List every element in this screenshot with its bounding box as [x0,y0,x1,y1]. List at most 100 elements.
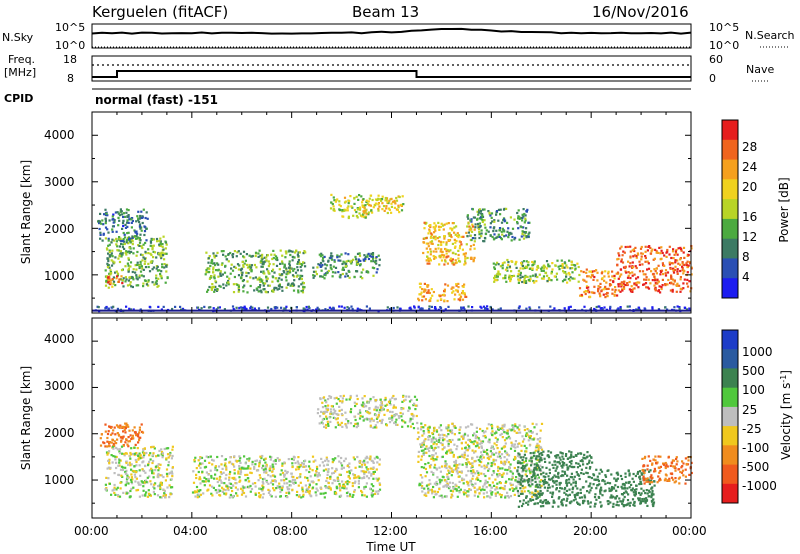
power-cell [666,248,669,252]
power-cell [209,264,212,268]
power-cell [259,280,262,283]
velocity-cell [286,470,289,474]
velocity-cell [258,465,261,468]
power-cell [613,290,617,293]
power-cell [324,308,327,311]
velocity-cell [524,459,527,462]
power-cell [398,195,401,199]
velocity-cell [514,457,517,460]
velocity-cell [430,446,434,449]
power-cell [561,280,565,283]
velocity-cell [476,455,479,458]
power-cell [273,271,276,274]
power-cell [427,232,430,235]
power-cell [467,231,470,234]
power-cell [670,256,673,260]
power-cell [341,210,344,213]
velocity-cell [124,472,127,475]
power-cell [160,308,163,311]
velocity-cell [441,496,444,499]
velocity-cell [361,415,364,418]
power-cell [690,273,693,276]
velocity-cell [109,466,112,469]
velocity-cell [431,492,434,495]
velocity-cell [139,474,142,477]
velocity-cell [443,495,447,498]
velocity-cell [494,459,498,462]
velocity-cell [467,425,470,428]
power-cell [566,266,569,269]
power-cell [460,243,463,246]
power-cell [383,209,386,212]
velocity-cell [207,473,210,476]
velocity-cell [223,492,226,495]
velocity-cell [207,477,210,481]
power-cell [531,268,534,271]
velocity-cell [424,463,427,466]
power-cell [567,271,570,275]
velocity-cell [357,486,360,489]
power-cell [424,288,427,291]
power-ytick-2000: 2000 [44,222,75,236]
velocity-cell [413,402,416,405]
velocity-cell [380,401,383,404]
power-cell [551,262,554,265]
velocity-cell [500,447,503,450]
velocity-cell [372,426,375,429]
velocity-cell [363,403,366,406]
power-cell [116,272,120,275]
velocity-cell [432,472,435,475]
power-cell [674,261,677,264]
velocity-cell [437,446,440,449]
velocity-cell [390,414,393,417]
power-cell [666,283,669,286]
velocity-cell [327,404,330,407]
power-cell [288,260,291,263]
velocity-cell [254,492,257,495]
power-cell [668,261,671,264]
power-cell [521,275,524,278]
velocity-cell [356,424,360,427]
power-cell [149,241,153,244]
power-cell [522,226,525,229]
velocity-cell [199,456,202,459]
power-cell [440,259,444,262]
power-cell [127,209,130,212]
velocity-cell [534,475,537,478]
velocity-cell [334,492,338,495]
power-cell [454,252,457,256]
power-cell [233,250,236,253]
power-cell [139,233,142,236]
velocity-cell [458,428,461,431]
power-cell [288,249,291,252]
power-cell [616,264,619,267]
power-cell [503,218,506,221]
power-cell [365,199,368,202]
velocity-cell [536,438,540,441]
velocity-cell [508,488,511,491]
power-cell [142,275,145,278]
power-cell [293,251,297,254]
power-cell [156,265,159,268]
power-cell [266,291,269,294]
velocity-cell [402,395,405,398]
velocity-cell [375,409,378,412]
velocity-cell [243,455,246,458]
power-cell [686,260,689,263]
power-cell [265,275,268,278]
velocity-cell [448,439,451,442]
velocity-cell [533,426,536,429]
velocity-cell [484,479,487,482]
power-cell [599,282,602,285]
power-cell [127,270,130,273]
power-cell [504,274,507,277]
velocity-cell [425,471,429,474]
velocity-cell [369,420,372,423]
velocity-cell [453,464,456,467]
velocity-cell [106,432,110,436]
velocity-cell [143,452,146,455]
power-cell [662,273,665,276]
power-cell [514,236,517,239]
velocity-cell [211,458,214,461]
velocity-cell [422,432,426,435]
